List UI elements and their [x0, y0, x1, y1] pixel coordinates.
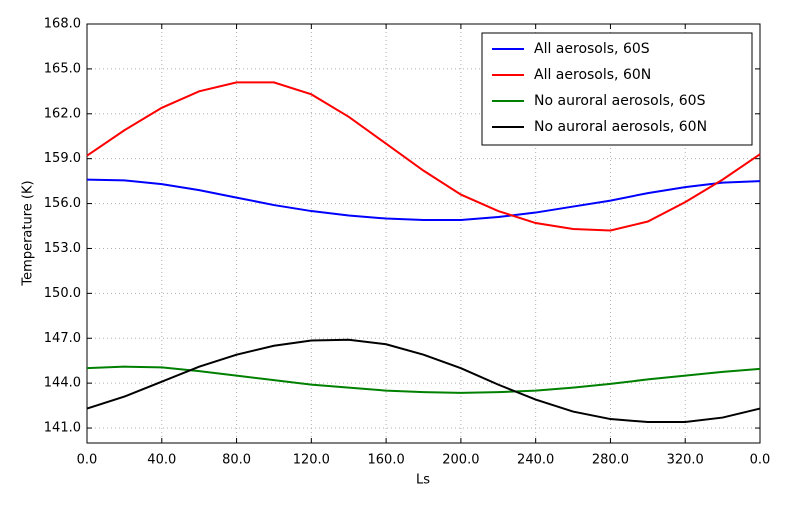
y-tick-label: 159.0 — [44, 151, 81, 166]
x-axis-label: Ls — [416, 473, 430, 488]
x-tick-label: 240.0 — [517, 453, 554, 468]
series-line — [86, 338, 761, 424]
y-tick-label: 150.0 — [44, 286, 81, 301]
legend-label: No auroral aerosols, 60S — [534, 93, 706, 109]
series-line — [86, 178, 761, 222]
y-tick-label: 147.0 — [44, 331, 81, 346]
legend-label: All aerosols, 60S — [534, 41, 650, 57]
x-tick-label: 80.0 — [222, 453, 251, 468]
y-tick-label: 162.0 — [44, 106, 81, 121]
y-tick-label: 168.0 — [44, 17, 81, 32]
y-tick-label: 165.0 — [44, 61, 81, 76]
plot-frame — [86, 23, 761, 444]
y-tick-label: 156.0 — [44, 196, 81, 211]
legend-box — [481, 32, 753, 146]
x-tick-label: 0.0 — [750, 453, 771, 468]
legend-label: All aerosols, 60N — [534, 67, 651, 83]
x-tick-label: 280.0 — [592, 453, 629, 468]
legend-label: No auroral aerosols, 60N — [534, 119, 707, 135]
y-tick-label: 141.0 — [44, 421, 81, 436]
series-line — [86, 365, 761, 394]
series-line — [86, 81, 761, 232]
x-tick-label: 320.0 — [667, 453, 704, 468]
y-axis-label: Temperature (K) — [21, 180, 36, 286]
x-tick-label: 160.0 — [368, 453, 405, 468]
y-tick-label: 144.0 — [44, 376, 81, 391]
x-tick-label: 120.0 — [293, 453, 330, 468]
x-tick-label: 200.0 — [442, 453, 479, 468]
x-tick-label: 40.0 — [147, 453, 176, 468]
x-tick-label: 0.0 — [77, 453, 98, 468]
y-tick-label: 153.0 — [44, 241, 81, 256]
